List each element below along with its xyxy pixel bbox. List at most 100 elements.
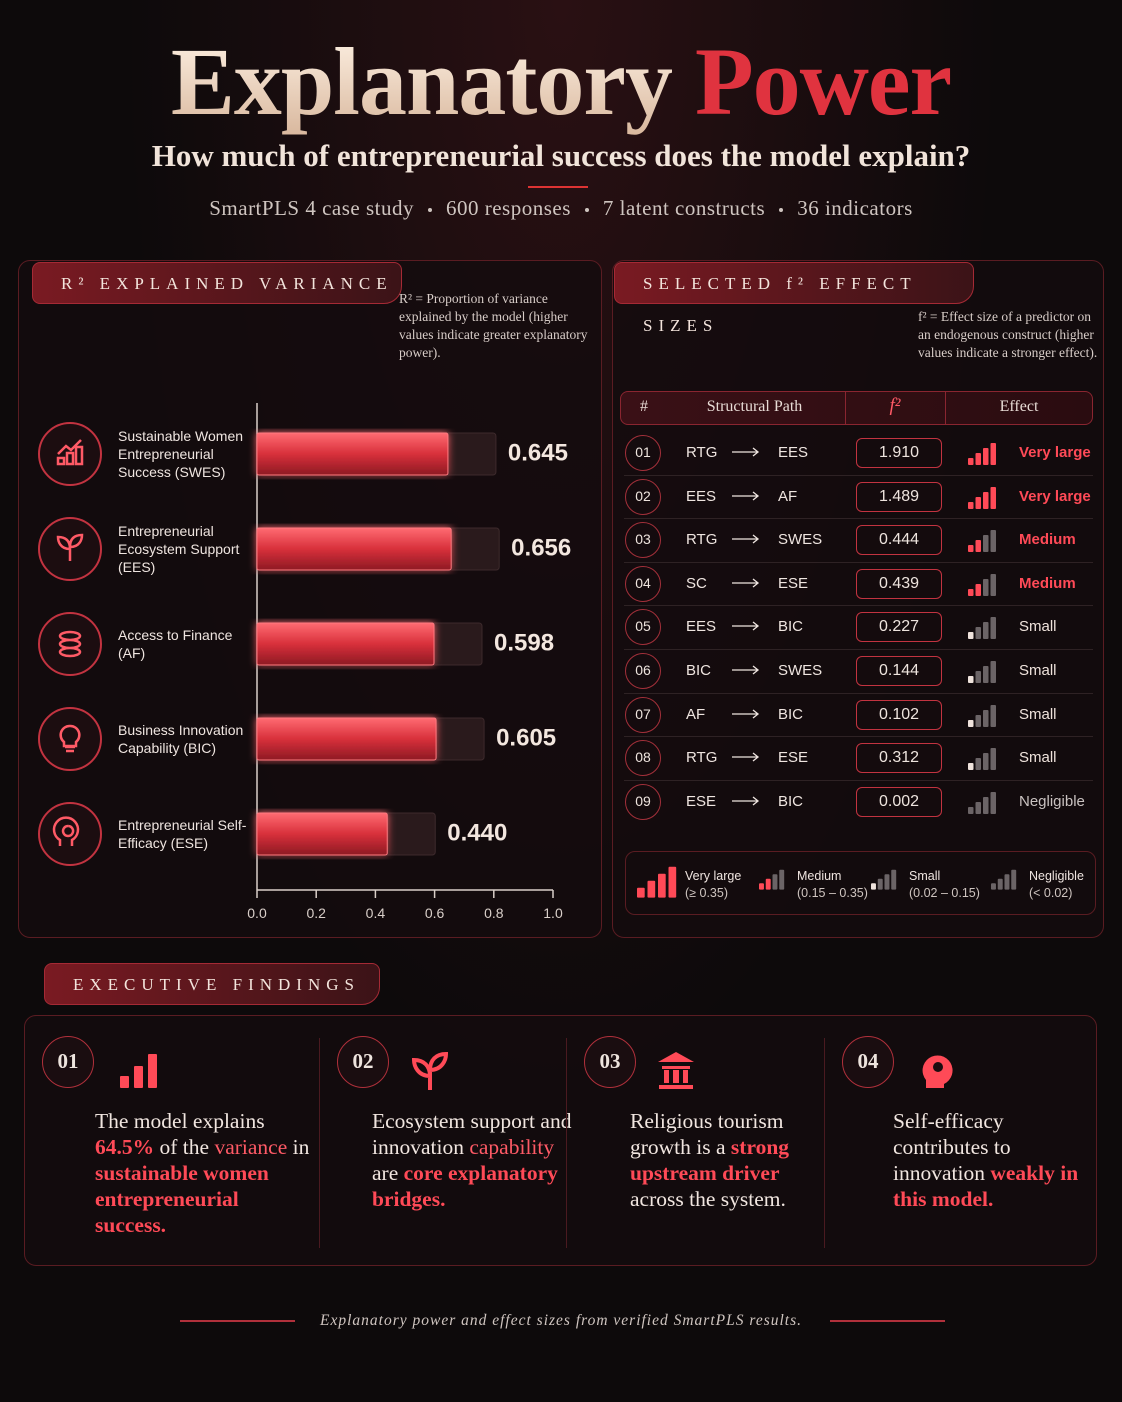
legend-box xyxy=(625,851,1096,915)
signal-bar xyxy=(975,540,981,553)
legend-range: (≥ 0.35) xyxy=(685,886,728,900)
finding-number: 03 xyxy=(584,1036,636,1088)
f2-value: 0.227 xyxy=(856,612,942,643)
signal-icon xyxy=(968,748,996,771)
signal-bar xyxy=(884,874,890,890)
icon-shape xyxy=(120,1076,129,1088)
f2-value: 0.002 xyxy=(856,786,942,817)
value-label: 0.598 xyxy=(494,629,554,656)
bar xyxy=(256,812,388,856)
finding-text-part: Ecosystem support and innovation xyxy=(372,1109,572,1159)
signal-bar xyxy=(891,869,897,890)
signal-bar xyxy=(990,573,996,596)
path-to: SWES xyxy=(778,662,823,679)
f2-value: 0.144 xyxy=(856,656,942,686)
bar xyxy=(256,527,452,571)
finding-text-part: weakly in this model. xyxy=(893,1161,1079,1211)
row-number: 03 xyxy=(625,522,661,559)
effect-label: Small xyxy=(1019,749,1057,767)
signal-bar xyxy=(968,458,974,465)
legend-label: Small xyxy=(909,869,941,883)
separator xyxy=(584,208,589,213)
row-number: 07 xyxy=(625,696,661,733)
path-arrow xyxy=(732,447,760,457)
value-label: 0.656 xyxy=(511,534,571,561)
value-label: 0.605 xyxy=(496,724,556,751)
finding-text-part: core explanatory bridges. xyxy=(372,1161,558,1211)
title: Explanatory Power xyxy=(0,22,1122,142)
r2-note: R² = Proportion of variance explained by… xyxy=(399,291,588,360)
row-number: 05 xyxy=(625,609,661,646)
path-from: ESE xyxy=(686,792,717,810)
signal-icon xyxy=(871,869,897,890)
icon-glyph xyxy=(58,630,82,658)
category-icon xyxy=(38,707,102,771)
value-label: 0.440 xyxy=(447,819,507,846)
icon-shape xyxy=(134,1066,143,1088)
footer-rule xyxy=(180,1320,295,1322)
icon-glyph xyxy=(56,533,84,561)
signal-icon xyxy=(968,530,996,553)
icon-glyph xyxy=(52,816,80,846)
r2-chart: 0.0 0.2 0.4 0.6 0.8 1.0 0.645 0.656 0.598 0.605 0.… xyxy=(38,403,571,921)
finding-text: Ecosystem support and innovation capabil… xyxy=(372,1108,577,1212)
path-to: SWES xyxy=(778,531,823,549)
arrow xyxy=(732,796,760,806)
x-tick-label: 0.2 xyxy=(306,905,326,921)
row-divider xyxy=(624,605,1093,607)
finding-text-part: Religious tourism growth is a xyxy=(630,1109,784,1159)
column-header: Structural Path xyxy=(706,398,803,415)
finding-text-part: of the xyxy=(154,1135,215,1159)
table-header xyxy=(620,391,1093,425)
x-tick-label: 1.0 xyxy=(543,905,563,921)
meta-line: SmartPLS 4 case study 600 responses 7 late… xyxy=(0,196,1122,221)
path-to: BIC xyxy=(778,618,804,636)
legend-label: Medium xyxy=(797,869,842,883)
signal-bar xyxy=(990,748,996,771)
effect-label: Medium xyxy=(1019,574,1076,592)
finding-number: 01 xyxy=(42,1036,94,1088)
signal-bar xyxy=(983,491,989,509)
finding-text-part: variance xyxy=(214,1135,288,1159)
column-divider xyxy=(319,1038,320,1248)
arrow xyxy=(732,621,760,631)
signal-bar xyxy=(658,873,666,898)
findings-panel xyxy=(24,1015,1097,1266)
signal-bar xyxy=(997,878,1003,890)
category-icon xyxy=(38,802,102,866)
path-arrow xyxy=(732,709,760,719)
category-label: Entrepreneurial Self-Efficacy (ESE) xyxy=(118,817,247,851)
meta-item: SmartPLS 4 case study xyxy=(209,196,414,220)
footer-rule xyxy=(830,1320,945,1322)
row-divider xyxy=(624,779,1093,781)
signal-bar xyxy=(975,453,981,465)
x-tick-label: 0.6 xyxy=(425,905,445,921)
signal-bar xyxy=(975,496,981,509)
row-divider xyxy=(624,474,1093,476)
divider xyxy=(528,186,588,188)
signal-bar xyxy=(990,791,996,814)
meta-item: 7 latent constructs xyxy=(602,196,766,220)
signal-bar xyxy=(968,719,974,727)
signal-bar xyxy=(983,578,989,596)
row-number: 02 xyxy=(625,478,661,515)
finding-text-part: strong upstream driver xyxy=(630,1135,790,1185)
legend-range: (0.02 – 0.15) xyxy=(909,886,980,900)
signal-bar xyxy=(990,617,996,640)
signal-bar xyxy=(983,709,989,727)
effect-label: Small xyxy=(1019,662,1057,679)
column-divider xyxy=(945,392,946,424)
row-number: 01 xyxy=(625,435,661,471)
row-divider xyxy=(624,518,1093,520)
arrow xyxy=(732,447,760,457)
signal-bar xyxy=(983,796,989,814)
category-label: Entrepreneurial Ecosystem Support (EES) xyxy=(118,523,240,575)
arrow xyxy=(732,752,760,762)
finding-text-part: across the system. xyxy=(630,1187,786,1211)
f2-note: f² = Effect size of a predictor on an en… xyxy=(918,309,1098,360)
row-divider xyxy=(624,736,1093,738)
column-divider xyxy=(824,1038,825,1248)
row-divider xyxy=(624,561,1093,563)
path-to: BIC xyxy=(778,792,804,810)
